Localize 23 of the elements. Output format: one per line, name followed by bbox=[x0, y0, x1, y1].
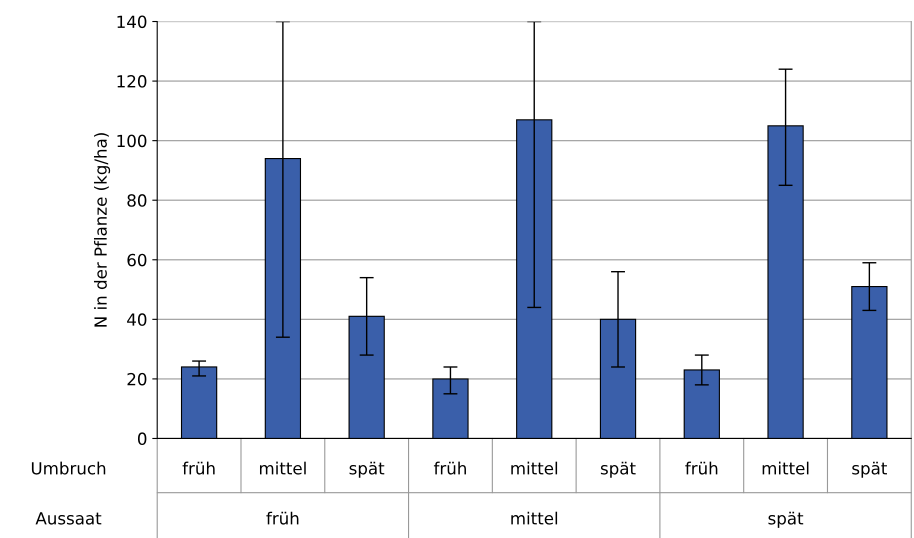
text: früh bbox=[266, 512, 298, 525]
x-tick-label: früh bbox=[685, 462, 718, 475]
text: spät bbox=[768, 512, 804, 528]
x-tick-label: früh bbox=[182, 462, 215, 475]
x-tick-label: mittel bbox=[511, 462, 558, 475]
x-tick-label: früh bbox=[434, 462, 466, 475]
text: Umbruch bbox=[32, 462, 106, 475]
y-tick-label: 140 bbox=[118, 15, 146, 28]
y-tick-label: 120 bbox=[118, 75, 146, 88]
y-tick-label: 60 bbox=[127, 254, 146, 266]
y-tick-label: 0 bbox=[138, 432, 146, 446]
y-axis-title: N in der Pflanze (kg/ha) bbox=[94, 133, 110, 327]
text: Aussaat bbox=[36, 512, 102, 525]
x-tick-label: spät bbox=[350, 462, 384, 478]
y-tick-label: 40 bbox=[127, 313, 146, 326]
text: mittel bbox=[511, 512, 558, 525]
y-tick-label: 100 bbox=[118, 134, 146, 148]
y-tick-label: 80 bbox=[127, 194, 146, 207]
x-tick-label: mittel bbox=[762, 462, 808, 475]
x-tick-label: spät bbox=[852, 462, 887, 478]
y-tick-label: 20 bbox=[128, 372, 146, 386]
x-tick-label: mittel bbox=[260, 462, 306, 475]
x-tick-label: spät bbox=[600, 462, 636, 478]
